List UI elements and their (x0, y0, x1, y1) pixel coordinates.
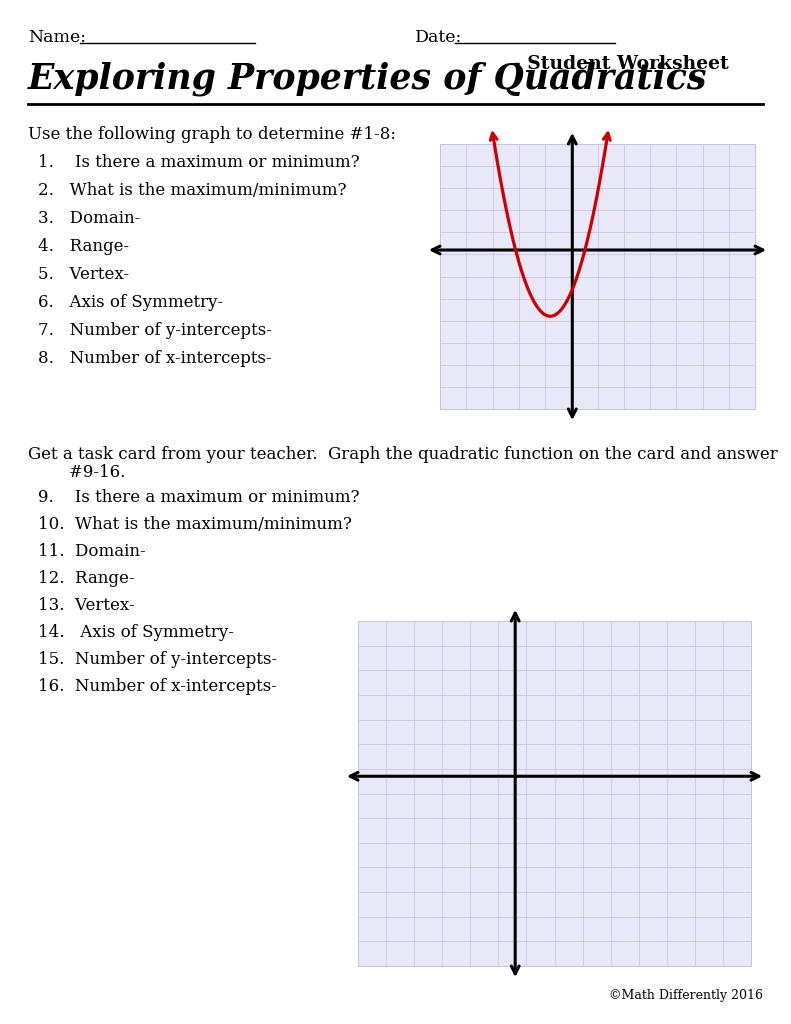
Text: 10.  What is the maximum/minimum?: 10. What is the maximum/minimum? (38, 516, 352, 534)
Text: 8.   Number of x-intercepts-: 8. Number of x-intercepts- (38, 350, 271, 367)
Text: 11.  Domain-: 11. Domain- (38, 543, 146, 560)
Text: 7.   Number of y-intercepts-: 7. Number of y-intercepts- (38, 322, 272, 339)
Text: 12.  Range-: 12. Range- (38, 570, 134, 587)
Bar (358, 621, 751, 966)
Text: Name:: Name: (28, 29, 86, 46)
Text: 16.  Number of x-intercepts-: 16. Number of x-intercepts- (38, 678, 277, 695)
Text: 14.   Axis of Symmetry-: 14. Axis of Symmetry- (38, 624, 234, 641)
Text: 6.   Axis of Symmetry-: 6. Axis of Symmetry- (38, 294, 223, 311)
Text: Exploring Properties of Quadratics: Exploring Properties of Quadratics (28, 61, 707, 95)
Text: 4.   Range-: 4. Range- (38, 238, 129, 255)
Text: 15.  Number of y-intercepts-: 15. Number of y-intercepts- (38, 651, 277, 668)
Text: 9.    Is there a maximum or minimum?: 9. Is there a maximum or minimum? (38, 489, 359, 506)
Bar (440, 144, 755, 409)
Text: 13.  Vertex-: 13. Vertex- (38, 597, 134, 614)
Text: 5.   Vertex-: 5. Vertex- (38, 266, 129, 283)
Text: Date:: Date: (415, 29, 462, 46)
Text: 1.    Is there a maximum or minimum?: 1. Is there a maximum or minimum? (38, 154, 360, 171)
Text: Use the following graph to determine #1-8:: Use the following graph to determine #1-… (28, 126, 396, 143)
Text: Get a task card from your teacher.  Graph the quadratic function on the card and: Get a task card from your teacher. Graph… (28, 446, 778, 463)
Text: - Student Worksheet: - Student Worksheet (513, 55, 729, 73)
Text: 2.   What is the maximum/minimum?: 2. What is the maximum/minimum? (38, 182, 346, 199)
Text: 3.   Domain-: 3. Domain- (38, 210, 140, 227)
Text: #9-16.: #9-16. (48, 464, 126, 481)
Text: ©Math Differently 2016: ©Math Differently 2016 (609, 989, 763, 1002)
